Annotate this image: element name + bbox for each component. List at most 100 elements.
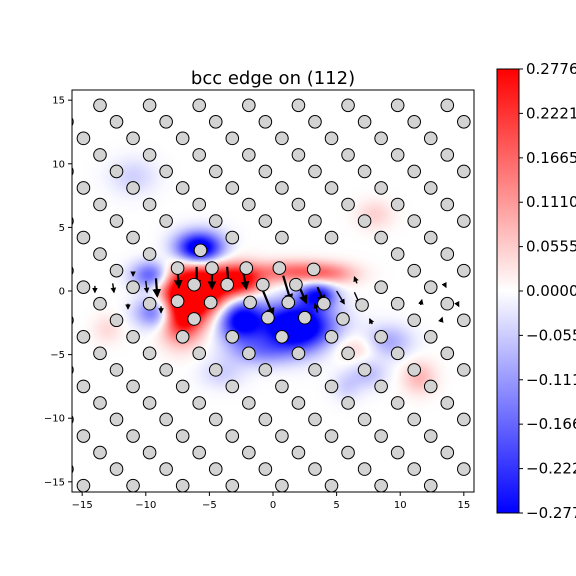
atom — [208, 462, 223, 476]
atom — [93, 445, 107, 460]
atom — [440, 148, 455, 162]
atom — [192, 197, 207, 212]
atom — [192, 148, 207, 162]
atom — [275, 230, 289, 245]
atom — [291, 197, 306, 212]
atom — [142, 98, 157, 113]
colorbar-tick-label: 0.2221 — [526, 104, 576, 122]
displacement-arrow — [336, 290, 345, 305]
atom — [275, 181, 289, 195]
atom-displaced — [317, 296, 331, 311]
plot-area — [28, 89, 475, 493]
atom — [44, 446, 57, 459]
atom — [423, 379, 438, 394]
atom — [291, 445, 306, 460]
atom — [192, 396, 207, 410]
atom — [407, 412, 422, 427]
atom — [76, 131, 91, 146]
atom — [225, 230, 240, 245]
atom — [457, 115, 471, 129]
atom-displaced — [261, 310, 275, 325]
atom-displaced — [281, 295, 296, 310]
atom — [109, 214, 124, 228]
atom — [374, 230, 388, 245]
atom — [374, 329, 388, 344]
atom — [28, 380, 41, 393]
atom — [407, 363, 422, 377]
atom — [275, 478, 289, 492]
atom — [208, 115, 223, 129]
atom — [324, 478, 339, 492]
atom — [258, 363, 273, 377]
atom — [142, 346, 157, 361]
atom-displaced — [187, 277, 201, 292]
atom — [175, 131, 190, 146]
atom — [142, 396, 157, 410]
atom — [175, 329, 190, 344]
atoms — [28, 98, 474, 492]
displacement-arrow — [438, 316, 444, 323]
atom — [457, 313, 471, 328]
atom — [28, 182, 41, 195]
atom — [72, 365, 74, 375]
atom — [208, 214, 223, 228]
atom — [390, 197, 405, 212]
atom — [28, 281, 41, 294]
atom — [93, 148, 107, 162]
x-tick-label: 10 — [394, 500, 407, 511]
atom — [423, 478, 438, 492]
atom — [473, 135, 474, 141]
displacement-arrow — [110, 283, 117, 294]
atom — [473, 483, 474, 489]
atom-displaced — [306, 262, 321, 277]
atom — [473, 185, 474, 191]
atom — [142, 296, 157, 311]
atom — [208, 363, 223, 377]
atom — [72, 266, 74, 276]
atom — [291, 98, 306, 113]
atom — [159, 164, 173, 179]
atom — [142, 197, 157, 212]
atom — [109, 164, 124, 179]
atom-displaced — [187, 312, 201, 326]
atom — [159, 412, 173, 427]
atom — [341, 98, 355, 113]
atom — [142, 247, 157, 261]
atom — [407, 115, 422, 129]
atom — [291, 346, 306, 361]
displacement-arrow — [353, 275, 359, 284]
displacement-arrow — [369, 317, 375, 325]
atom — [93, 247, 107, 261]
atom — [225, 131, 240, 146]
colorbar-tick-label: 0.1665 — [526, 149, 576, 167]
atom — [126, 478, 140, 492]
atom — [159, 462, 173, 476]
atom — [473, 334, 474, 340]
atom — [192, 98, 207, 113]
atom — [440, 346, 455, 361]
y-tick-label: 5 — [59, 223, 65, 234]
atom — [473, 235, 474, 240]
atom — [390, 346, 405, 361]
atom — [159, 115, 173, 129]
atom — [341, 346, 355, 361]
atom — [76, 329, 91, 344]
atom — [159, 363, 173, 377]
atom — [72, 117, 74, 127]
atom — [423, 131, 438, 146]
atom-displaced — [298, 310, 312, 325]
atom — [308, 115, 322, 129]
atom — [109, 363, 124, 377]
atom — [258, 164, 273, 179]
heatmap-field — [72, 90, 474, 492]
atom — [258, 462, 273, 476]
atom — [457, 363, 471, 377]
atom — [208, 164, 223, 179]
atom — [440, 197, 455, 212]
atom — [109, 462, 124, 476]
atom — [390, 296, 405, 311]
atom — [423, 429, 438, 443]
y-tick-label: −10 — [44, 414, 65, 425]
colorbar-tick-label: −0.2221 — [526, 460, 576, 478]
atom-displaced — [256, 277, 270, 292]
